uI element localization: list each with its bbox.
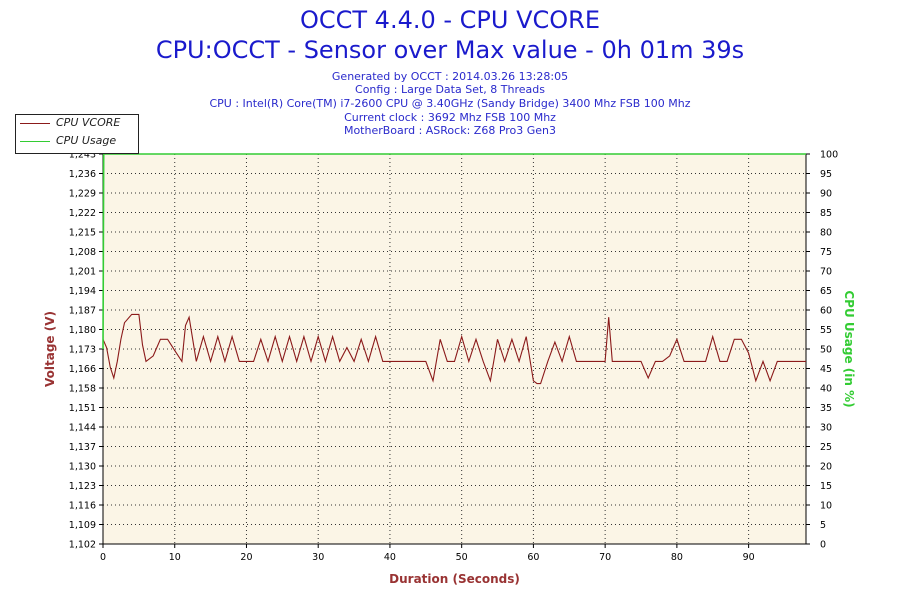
y-tick-label: 1,173	[69, 345, 96, 356]
legend-item-vcore: CPU VCORE	[16, 115, 138, 131]
y-tick-label: 1,137	[69, 442, 96, 453]
y2-tick-label: 15	[820, 481, 832, 492]
y-tick-label: 1,208	[69, 247, 96, 258]
x-tick-label: 80	[671, 552, 683, 563]
y-tick-label: 1,151	[69, 403, 96, 414]
x-tick-label: 30	[312, 552, 324, 563]
x-tick-label: 60	[527, 552, 539, 563]
y2-tick-label: 50	[820, 345, 832, 356]
y2-tick-label: 70	[820, 267, 832, 278]
x-tick-label: 10	[169, 552, 181, 563]
y2-tick-label: 20	[820, 462, 832, 473]
y2-tick-label: 90	[820, 189, 832, 200]
chart-subtitle: CPU:OCCT - Sensor over Max value - 0h 01…	[155, 36, 745, 64]
y2-tick-label: 95	[820, 169, 832, 180]
y-tick-label: 1,123	[69, 481, 96, 492]
y2-tick-label: 60	[820, 306, 832, 317]
y-tick-label: 1,201	[69, 267, 96, 278]
y-tick-label: 1,194	[69, 286, 96, 297]
info-clock: Current clock : 3692 Mhz FSB 100 Mhz	[344, 111, 556, 124]
legend-label-usage: CPU Usage	[56, 134, 117, 147]
legend-swatch-usage	[20, 141, 50, 142]
y-tick-label: 1,166	[69, 364, 96, 375]
y2-tick-label: 85	[820, 208, 832, 219]
info-config: Config : Large Data Set, 8 Threads	[355, 83, 545, 96]
x-tick-label: 20	[240, 552, 252, 563]
y2-tick-label: 5	[820, 520, 826, 531]
y2-tick-label: 0	[820, 540, 826, 551]
info-motherboard: MotherBoard : ASRock: Z68 Pro3 Gen3	[343, 124, 557, 137]
y2-tick-label: 55	[820, 325, 832, 336]
y2-tick-label: 75	[820, 247, 832, 258]
y2-tick-label: 25	[820, 442, 832, 453]
legend: CPU VCORE CPU Usage	[15, 114, 139, 154]
y-axis-label: Voltage (V)	[43, 311, 57, 387]
x-tick-label: 90	[743, 552, 755, 563]
plot-area	[103, 154, 806, 544]
x-tick-label: 40	[384, 552, 396, 563]
y-tick-label: 1,144	[69, 423, 96, 434]
y-tick-label: 1,236	[69, 169, 96, 180]
y2-tick-label: 80	[820, 228, 832, 239]
y-tick-label: 1,158	[69, 384, 96, 395]
y-tick-label: 1,229	[69, 189, 96, 200]
info-cpu: CPU : Intel(R) Core(TM) i7-2600 CPU @ 3.…	[209, 97, 691, 110]
y2-axis-label: CPU Usage (in %)	[842, 290, 856, 407]
y2-tick-label: 10	[820, 501, 832, 512]
x-tick-label: 50	[456, 552, 468, 563]
series-line-vcore	[102, 313, 806, 385]
legend-swatch-vcore	[20, 123, 50, 124]
y2-tick-label: 30	[820, 423, 832, 434]
y-tick-label: 1,180	[69, 325, 96, 336]
y-tick-label: 1,215	[69, 228, 96, 239]
y2-tick-label: 45	[820, 364, 832, 375]
info-generated: Generated by OCCT : 2014.03.26 13:28:05	[331, 70, 569, 83]
legend-label-vcore: CPU VCORE	[56, 116, 121, 129]
x-axis-label: Duration (Seconds)	[389, 572, 520, 586]
chart-title: OCCT 4.4.0 - CPU VCORE	[299, 6, 600, 34]
x-tick-label: 0	[100, 552, 106, 563]
y-tick-label: 1,243	[69, 150, 96, 161]
y-tick-label: 1,130	[69, 462, 96, 473]
y2-tick-label: 35	[820, 403, 832, 414]
x-tick-label: 70	[599, 552, 611, 563]
y-tick-label: 1,109	[69, 520, 96, 531]
y-tick-label: 1,222	[69, 208, 96, 219]
y2-tick-label: 65	[820, 286, 832, 297]
y2-tick-label: 100	[820, 150, 838, 161]
y-tick-label: 1,102	[69, 540, 96, 551]
legend-item-usage: CPU Usage	[16, 133, 138, 149]
y-tick-label: 1,187	[69, 306, 96, 317]
series-line-usage	[102, 153, 806, 350]
y-tick-label: 1,116	[69, 501, 96, 512]
y2-tick-label: 40	[820, 384, 832, 395]
